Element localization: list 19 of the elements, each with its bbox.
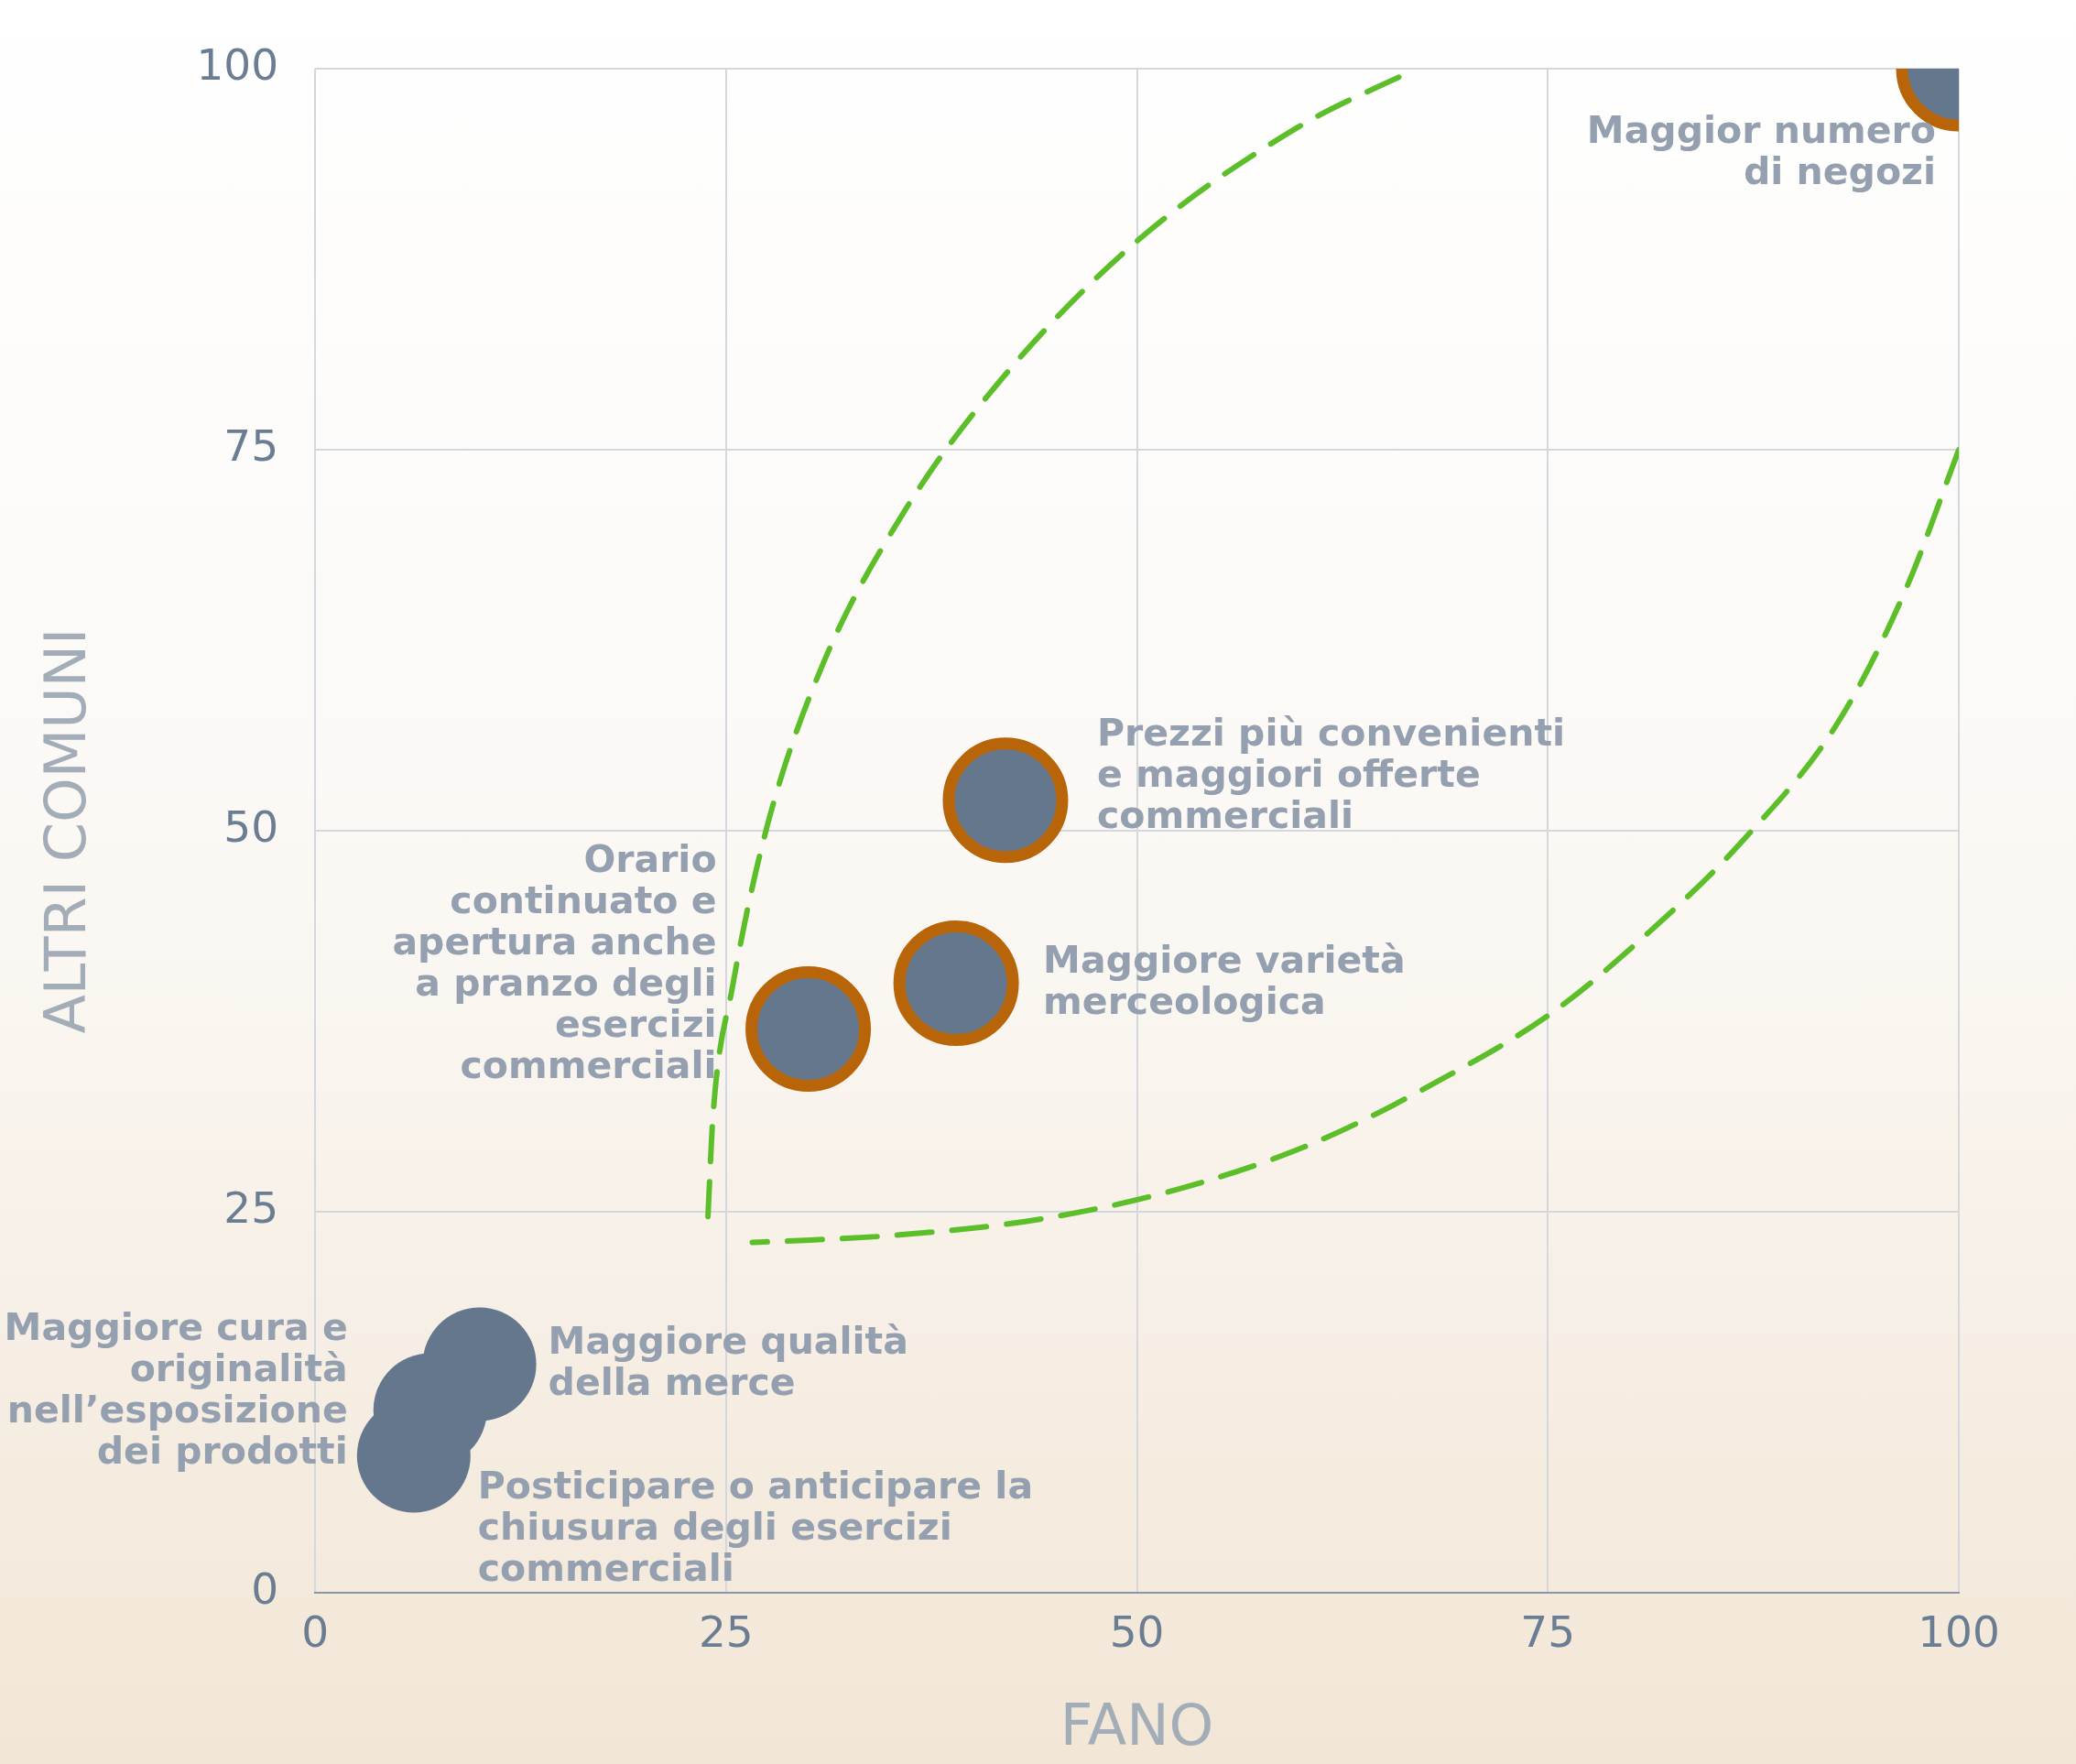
annotation: Maggiore cura e originalità nell’esposizione dei prodotti [4,1304,348,1473]
y-axis-title: ALTRI COMUNI [32,627,100,1034]
y-tick-label: 50 [223,801,279,853]
x-axis-title: FANO [1060,1691,1214,1759]
x-tick-label: 75 [1520,1606,1576,1657]
y-tick-label: 0 [251,1563,279,1615]
y-tick-label: 75 [223,420,279,472]
annotation: Maggiore qualità della merce [548,1318,908,1404]
x-tick-label: 25 [698,1606,754,1657]
y-tick-label: 25 [223,1182,279,1234]
annotation: Posticipare o anticipare la chiusura degli esercizi commerciali [477,1464,1034,1591]
annotation: Prezzi più convenienti e maggiori offerte commerciali [1096,711,1566,838]
annotation: Maggiore varietà merceologica [1043,937,1406,1023]
annotation: Maggior numero di negozi [1586,107,1936,193]
y-tick-label: 100 [196,39,279,91]
annotation: Orario continuato e apertura anche a pranzo degli esercizi commerciali [392,836,717,1087]
x-tick-label: 0 [301,1606,330,1657]
x-tick-label: 50 [1109,1606,1165,1657]
x-tick-label: 100 [1918,1606,2000,1657]
